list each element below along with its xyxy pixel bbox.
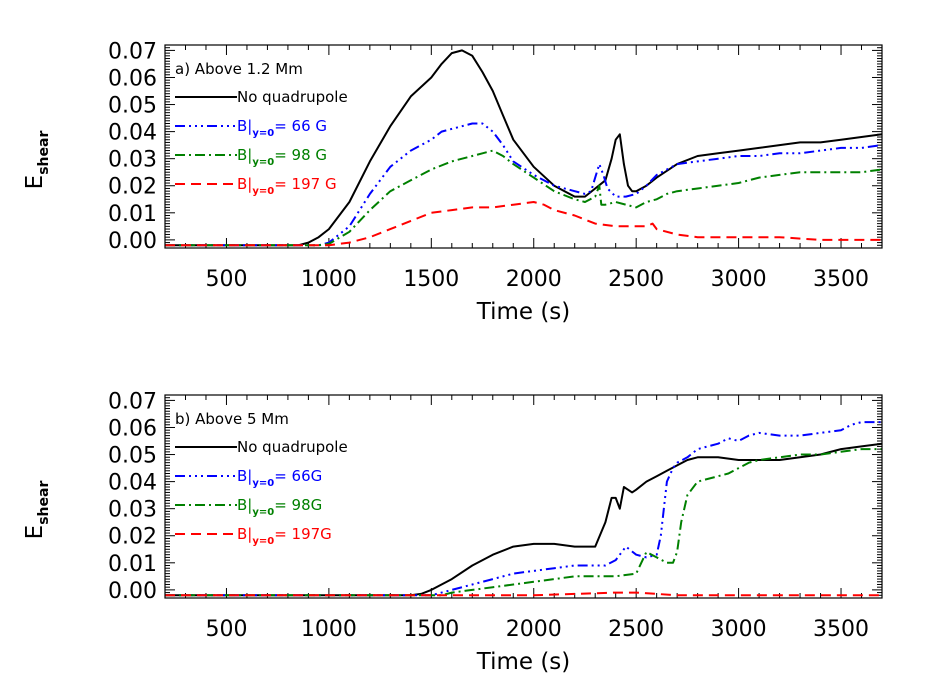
series-line-b66 [165, 122, 882, 247]
x-tick-label: 1000 [301, 617, 357, 642]
series-line-b98 [165, 448, 882, 597]
y-tick-label: 0.01 [108, 552, 157, 577]
legend-label-b66: B|y=0= 66 G [237, 117, 327, 139]
x-tick-label: 2500 [608, 617, 664, 642]
x-tick-label: 2000 [506, 617, 562, 642]
legend-label-b98: B|y=0= 98G [237, 496, 322, 518]
x-tick-label: 3000 [711, 617, 767, 642]
x-tick-label: 3500 [813, 617, 869, 642]
x-axis-title: Time (s) [476, 649, 571, 675]
legend-label-b98: B|y=0= 98 G [237, 146, 327, 168]
y-tick-label: 0.02 [108, 525, 157, 550]
x-tick-label: 500 [205, 617, 247, 642]
y-tick-label: 0.06 [108, 416, 157, 441]
panel-label: b) Above 5 Mm [175, 410, 289, 428]
x-tick-label: 500 [205, 267, 247, 292]
y-axis-title: Eshear [22, 131, 52, 190]
y-tick-label: 0.02 [108, 175, 157, 200]
series-line-no_quadrupole [165, 49, 882, 247]
legend-label-b197: B|y=0= 197G [237, 525, 332, 547]
series-lines [165, 421, 882, 597]
x-tick-label: 2000 [506, 267, 562, 292]
x-tick-label: 3000 [711, 267, 767, 292]
plot-frame [164, 44, 883, 249]
plot-frame [164, 394, 883, 599]
panel-b: 500 1000 1500 2000 2500 3000 35000.000.010.020… [22, 389, 883, 675]
x-tick-label: 3500 [813, 267, 869, 292]
legend-label-b66: B|y=0= 66G [237, 467, 322, 489]
series-line-b66 [165, 421, 882, 597]
x-tick-label: 1500 [403, 267, 459, 292]
series-line-b197 [165, 201, 882, 247]
panel-a: 500 1000 1500 2000 2500 3000 35000.000.010.020… [22, 39, 883, 325]
series-line-b197 [165, 591, 882, 597]
y-tick-label: 0.03 [108, 148, 157, 173]
y-tick-label: 0.00 [108, 579, 157, 604]
y-tick-label: 0.03 [108, 498, 157, 523]
y-tick-label: 0.04 [108, 121, 157, 146]
x-tick-label: 1000 [301, 267, 357, 292]
series-lines [165, 49, 882, 247]
y-tick-label: 0.05 [108, 94, 157, 119]
x-axis-title: Time (s) [476, 299, 571, 325]
y-tick-label: 0.04 [108, 471, 157, 496]
y-tick-label: 0.07 [108, 39, 157, 64]
y-tick-label: 0.06 [108, 66, 157, 91]
x-tick-label: 2500 [608, 267, 664, 292]
y-tick-label: 0.00 [108, 229, 157, 254]
y-tick-label: 0.05 [108, 444, 157, 469]
y-axis-title: Eshear [22, 481, 52, 540]
series-line-b98 [165, 149, 882, 247]
y-tick-label: 0.01 [108, 202, 157, 227]
legend-label-no_quadrupole: No quadrupole [237, 88, 348, 106]
legend-label-no_quadrupole: No quadrupole [237, 438, 348, 456]
x-tick-label: 1500 [403, 617, 459, 642]
y-tick-label: 0.07 [108, 389, 157, 414]
panel-label: a) Above 1.2 Mm [175, 60, 303, 78]
legend-label-b197: B|y=0= 197 G [237, 175, 337, 197]
